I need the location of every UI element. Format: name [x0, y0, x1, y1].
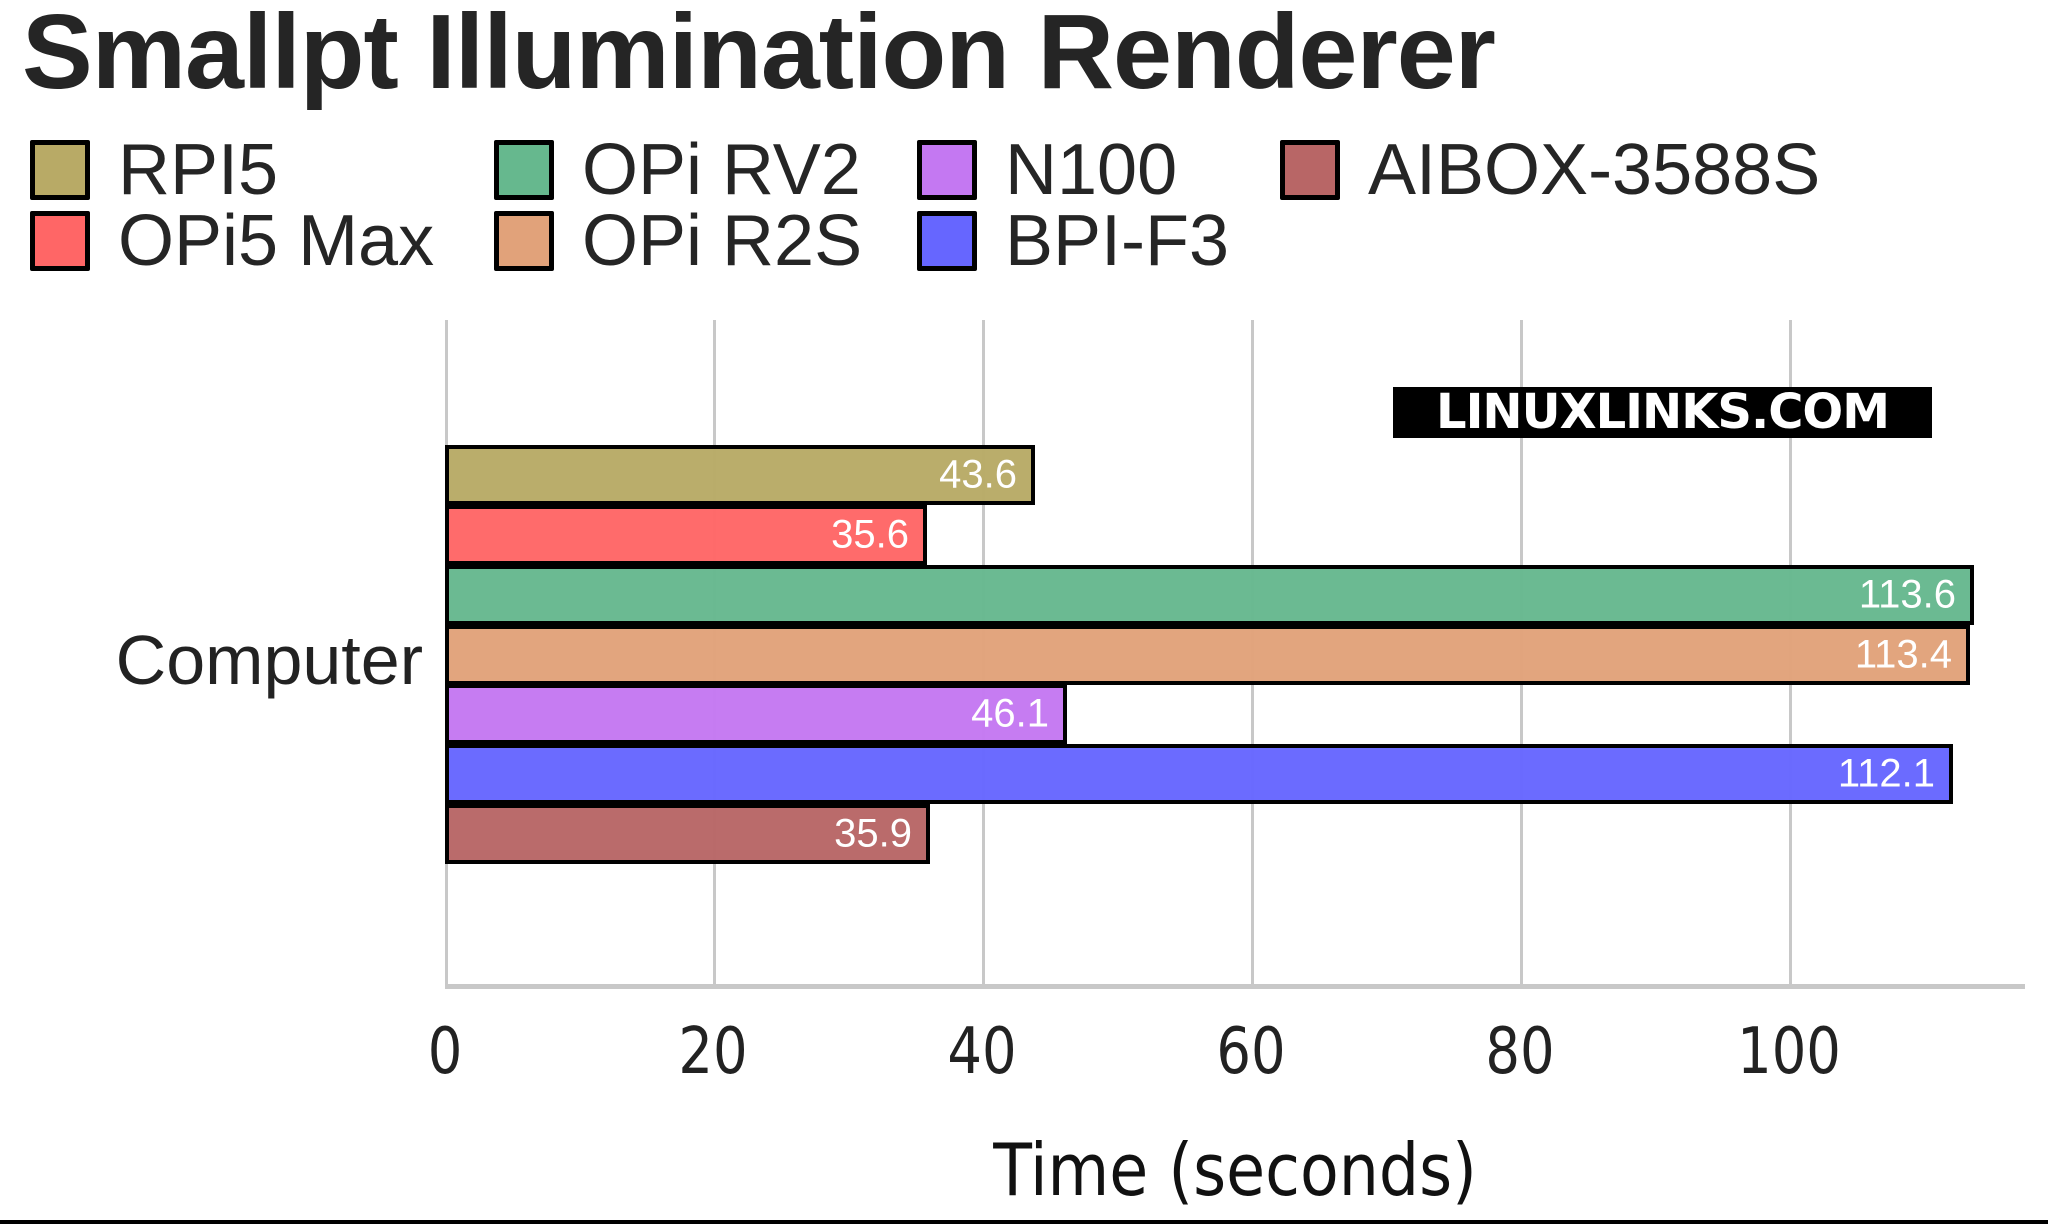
category-label: Computer — [115, 621, 423, 699]
x-axis-line — [445, 984, 2025, 989]
bar-n100: 46.1 — [445, 684, 1067, 744]
watermark: LINUXLINKS.COM — [1393, 387, 1932, 438]
bar-bpi-f3: 112.1 — [445, 744, 1953, 804]
bar-aibox-3588s: 35.9 — [445, 804, 930, 864]
legend-swatch — [494, 211, 554, 271]
bar-value-label: 43.6 — [939, 452, 1017, 497]
legend-label: RPI5 — [118, 130, 279, 210]
legend-item-bpi-f3: BPI-F3 — [917, 201, 1230, 281]
legend-item-aibox-3588s: AIBOX-3588S — [1280, 130, 1821, 210]
bottom-divider — [0, 1220, 2048, 1224]
legend-swatch — [917, 211, 977, 271]
bar-value-label: 46.1 — [971, 691, 1049, 736]
legend-item-opi-rv2: OPi RV2 — [494, 130, 861, 210]
bar-value-label: 113.4 — [1854, 632, 1952, 677]
legend-swatch — [30, 211, 90, 271]
bar-value-label: 113.6 — [1858, 572, 1956, 617]
legend-swatch — [494, 140, 554, 200]
legend-item-opi5-max: OPi5 Max — [30, 201, 435, 281]
legend-item-n100: N100 — [917, 130, 1178, 210]
x-tick-label: 80 — [1485, 1015, 1555, 1089]
legend-item-opi-r2s: OPi R2S — [494, 201, 863, 281]
bar-opi-rv2: 113.6 — [445, 565, 1974, 625]
x-tick-label: 100 — [1737, 1015, 1841, 1089]
legend-item-rpi5: RPI5 — [30, 130, 279, 210]
legend-label: OPi R2S — [582, 201, 863, 281]
bar-rpi5: 43.6 — [445, 445, 1035, 505]
legend-label: OPi5 Max — [118, 201, 435, 281]
legend-swatch — [30, 140, 90, 200]
x-tick-label: 60 — [1216, 1015, 1286, 1089]
bar-value-label: 35.6 — [831, 512, 909, 557]
bar-opi5-max: 35.6 — [445, 505, 927, 565]
legend-swatch — [1280, 140, 1340, 200]
legend-swatch — [917, 140, 977, 200]
legend-label: OPi RV2 — [582, 130, 861, 210]
legend-label: AIBOX-3588S — [1368, 130, 1821, 210]
chart-title: Smallpt Illumination Renderer — [22, 0, 1496, 111]
bar-value-label: 35.9 — [834, 811, 912, 856]
legend-label: BPI-F3 — [1005, 201, 1230, 281]
x-tick-label: 20 — [678, 1015, 748, 1089]
bar-opi-r2s: 113.4 — [445, 625, 1970, 685]
bar-value-label: 112.1 — [1837, 751, 1935, 796]
x-axis-title: Time (seconds) — [993, 1128, 1477, 1212]
x-tick-label: 0 — [427, 1015, 463, 1089]
legend-label: N100 — [1005, 130, 1178, 210]
x-tick-label: 40 — [947, 1015, 1017, 1089]
